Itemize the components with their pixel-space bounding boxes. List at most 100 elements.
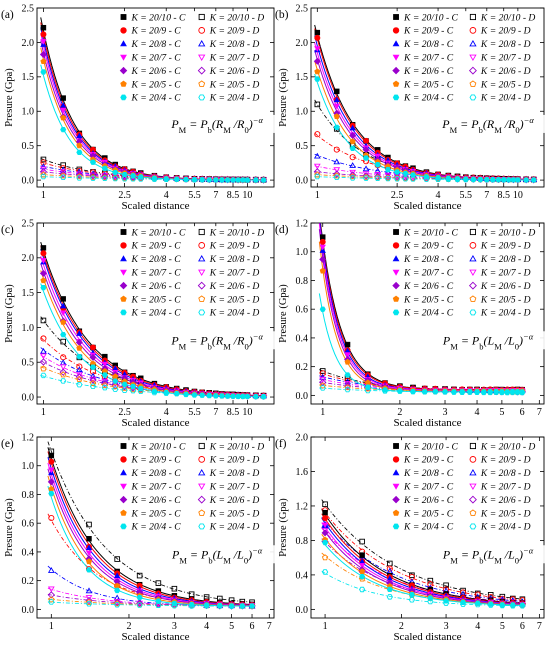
legend-marker xyxy=(469,442,476,450)
panel-label: (c) xyxy=(1,224,14,236)
data-point-c xyxy=(319,255,327,263)
legend-entry: K = 20/8 - C xyxy=(131,254,182,265)
x-axis-label: Scaled distance xyxy=(393,200,461,212)
data-point-d xyxy=(136,572,143,579)
legend-marker xyxy=(469,39,477,47)
y-axis-label: Presure (Gpa) xyxy=(278,498,289,557)
legend-marker xyxy=(469,509,477,516)
data-point-c xyxy=(137,385,144,392)
legend-entry: K = 20/10 - C xyxy=(403,227,459,238)
legend-entry: K = 20/8 - D xyxy=(480,39,531,50)
x-tick-label: 5 xyxy=(500,621,505,632)
legend-marker xyxy=(119,495,128,504)
data-point-d xyxy=(321,527,329,534)
data-point-c xyxy=(313,57,321,65)
data-point-c xyxy=(216,602,223,609)
legend-marker xyxy=(197,281,206,290)
data-point-d xyxy=(60,338,66,345)
legend-marker xyxy=(469,523,477,530)
data-point-c xyxy=(359,552,365,558)
legend-entry: K = 20/4 - D xyxy=(480,522,531,533)
data-point-c xyxy=(402,170,409,177)
y-tick-label: 0.0 xyxy=(22,176,35,187)
legend-entry: K = 20/7 - D xyxy=(209,482,260,493)
data-point-c xyxy=(235,177,242,183)
data-point-c xyxy=(319,267,326,274)
data-point-d xyxy=(89,372,97,379)
data-point-c xyxy=(386,586,393,592)
data-point-d xyxy=(343,382,352,390)
fit-curves xyxy=(40,241,266,398)
legend-entry: K = 20/9 - C xyxy=(131,26,182,37)
data-points xyxy=(39,24,268,184)
x-tick-label: 1 xyxy=(41,407,46,418)
data-point-d xyxy=(101,174,108,181)
data-point-c xyxy=(421,389,428,395)
legend-marker xyxy=(469,27,477,34)
legend-marker xyxy=(469,483,477,491)
data-point-d xyxy=(76,381,83,388)
data-point-c xyxy=(344,358,351,365)
data-point-d xyxy=(386,594,393,600)
x-tick-label: 3 xyxy=(172,621,177,632)
legend-marker xyxy=(198,456,206,463)
data-point-c xyxy=(381,387,389,393)
data-point-c xyxy=(495,177,502,183)
data-point-d xyxy=(129,386,137,393)
data-point-c xyxy=(427,595,434,601)
y-tick-label: 0.5 xyxy=(22,141,35,152)
data-point-d xyxy=(362,165,370,172)
data-point-d xyxy=(85,598,93,605)
legend-entry: K = 20/5 - C xyxy=(403,79,454,90)
legend-marker xyxy=(198,269,206,277)
data-point-c xyxy=(349,138,356,145)
x-tick-label: 6 xyxy=(250,621,255,632)
legend-entry: K = 20/7 - D xyxy=(480,268,531,279)
data-point-c xyxy=(333,113,340,119)
data-point-c xyxy=(60,331,67,338)
legend-marker xyxy=(198,242,206,249)
data-point-c xyxy=(450,389,457,395)
legend-entry: K = 20/8 - D xyxy=(209,39,260,50)
y-tick-label: 2.5 xyxy=(22,3,35,14)
data-point-c xyxy=(314,46,321,52)
legend-entry: K = 20/8 - D xyxy=(209,468,260,479)
data-point-d xyxy=(349,171,357,179)
legend-entry: K = 20/8 - C xyxy=(131,39,182,50)
legend-marker xyxy=(392,495,400,504)
data-point-d xyxy=(333,158,341,165)
data-point-c xyxy=(480,389,487,395)
data-point-c xyxy=(333,103,340,110)
data-point-c xyxy=(493,389,500,395)
data-point-c xyxy=(40,69,47,75)
data-point-c xyxy=(344,341,351,348)
plot-frame xyxy=(36,436,275,619)
data-point-c xyxy=(60,318,67,325)
data-point-c xyxy=(206,177,213,183)
data-point-d xyxy=(101,175,108,182)
data-point-c xyxy=(40,31,47,38)
data-point-c xyxy=(182,391,190,398)
data-point-c xyxy=(59,102,67,108)
data-point-d xyxy=(59,368,67,376)
legend-entry: K = 20/4 - D xyxy=(209,522,260,533)
data-point-c xyxy=(473,389,481,395)
data-point-c xyxy=(235,393,242,400)
panel-label: (b) xyxy=(275,9,289,21)
data-point-d xyxy=(487,591,494,598)
data-point-c xyxy=(203,602,210,608)
legend-marker xyxy=(392,469,400,476)
data-point-c xyxy=(358,563,366,569)
y-tick-label: 1.0 xyxy=(296,247,309,258)
data-point-c xyxy=(137,174,144,180)
x-tick-label: 2.5 xyxy=(118,190,131,201)
data-point-c xyxy=(462,176,469,182)
legend-marker xyxy=(198,94,206,101)
data-point-c xyxy=(130,383,137,390)
legend-marker xyxy=(392,483,400,490)
data-point-c xyxy=(85,550,93,557)
x-axis-label: Scaled distance xyxy=(121,631,189,643)
x-tick-label: 1 xyxy=(323,621,328,632)
data-point-c xyxy=(151,175,158,181)
data-point-c xyxy=(314,68,321,75)
